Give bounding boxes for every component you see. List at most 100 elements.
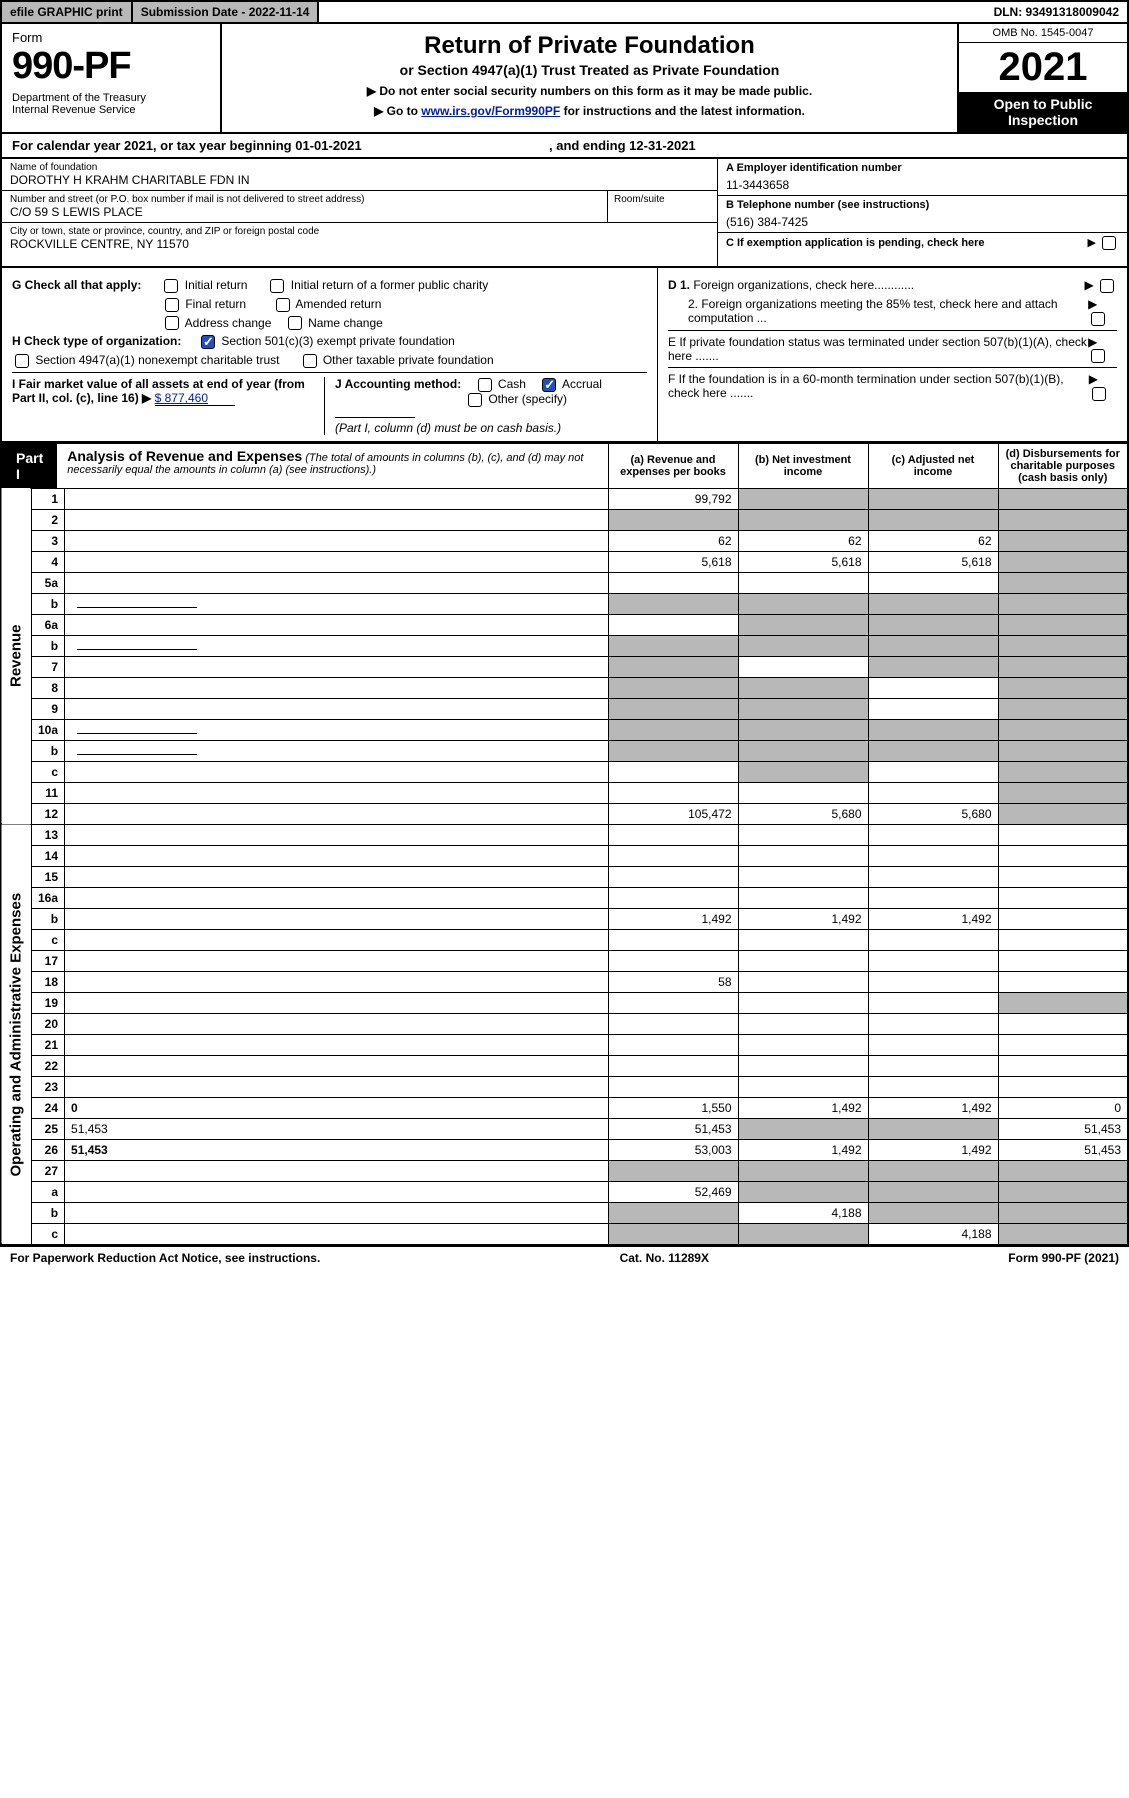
cal-mid: , and ending bbox=[549, 138, 629, 153]
value-cell-d bbox=[998, 1160, 1128, 1181]
j-other-checkbox[interactable] bbox=[468, 393, 482, 407]
efile-button[interactable]: efile GRAPHIC print bbox=[2, 2, 133, 22]
g-initial-former-checkbox[interactable] bbox=[270, 279, 284, 293]
row-description bbox=[65, 1160, 608, 1181]
footer-right: Form 990-PF (2021) bbox=[1008, 1251, 1119, 1265]
row-description bbox=[65, 1055, 608, 1076]
footer-left: For Paperwork Reduction Act Notice, see … bbox=[10, 1251, 320, 1265]
part1-header-row: Part I Analysis of Revenue and Expenses … bbox=[1, 443, 1128, 488]
table-row: 10a bbox=[1, 719, 1128, 740]
value-cell-a: 53,003 bbox=[608, 1139, 738, 1160]
value-cell-b bbox=[738, 845, 868, 866]
value-cell-c: 4,188 bbox=[868, 1223, 998, 1245]
value-cell-d bbox=[998, 1055, 1128, 1076]
part1-title: Analysis of Revenue and Expenses bbox=[67, 448, 302, 464]
value-cell-c bbox=[868, 509, 998, 530]
j-accrual-checkbox[interactable] bbox=[542, 378, 556, 392]
phone-cell: B Telephone number (see instructions) (5… bbox=[718, 196, 1127, 233]
j-label: J Accounting method: bbox=[335, 377, 461, 391]
value-cell-a bbox=[608, 866, 738, 887]
value-cell-b bbox=[738, 971, 868, 992]
g-label: G Check all that apply: bbox=[12, 278, 141, 292]
value-cell-c bbox=[868, 1076, 998, 1097]
row-number: 10a bbox=[32, 719, 65, 740]
g-initial-checkbox[interactable] bbox=[164, 279, 178, 293]
value-cell-c bbox=[868, 593, 998, 614]
d1-checkbox[interactable] bbox=[1100, 279, 1114, 293]
g-address-checkbox[interactable] bbox=[165, 316, 179, 330]
value-cell-b bbox=[738, 677, 868, 698]
j-cash: Cash bbox=[498, 377, 526, 391]
row-number: 20 bbox=[32, 1013, 65, 1034]
row-number: a bbox=[32, 1181, 65, 1202]
row-description bbox=[65, 635, 608, 656]
dept-treasury: Department of the Treasury Internal Reve… bbox=[12, 92, 210, 116]
value-cell-a bbox=[608, 1160, 738, 1181]
d2-checkbox[interactable] bbox=[1091, 312, 1105, 326]
j-cash-checkbox[interactable] bbox=[478, 378, 492, 392]
row-description: 51,453 bbox=[65, 1139, 608, 1160]
value-cell-b: 1,492 bbox=[738, 1139, 868, 1160]
row-description bbox=[65, 845, 608, 866]
value-cell-b bbox=[738, 698, 868, 719]
value-cell-a: 58 bbox=[608, 971, 738, 992]
row-number: 8 bbox=[32, 677, 65, 698]
value-cell-c bbox=[868, 1118, 998, 1139]
e-checkbox[interactable] bbox=[1091, 349, 1105, 363]
value-cell-c bbox=[868, 740, 998, 761]
value-cell-b: 5,618 bbox=[738, 551, 868, 572]
g-amended-checkbox[interactable] bbox=[276, 298, 290, 312]
value-cell-b bbox=[738, 614, 868, 635]
value-cell-d bbox=[998, 593, 1128, 614]
h-row: H Check type of organization: Section 50… bbox=[12, 334, 647, 349]
row-description bbox=[65, 1013, 608, 1034]
f-checkbox[interactable] bbox=[1092, 387, 1106, 401]
footer-mid: Cat. No. 11289X bbox=[620, 1251, 709, 1265]
value-cell-c bbox=[868, 1034, 998, 1055]
row-description bbox=[65, 488, 608, 509]
table-row: 7 bbox=[1, 656, 1128, 677]
value-cell-a bbox=[608, 1223, 738, 1245]
h-opt-1: Section 501(c)(3) exempt private foundat… bbox=[221, 334, 454, 348]
value-cell-d bbox=[998, 761, 1128, 782]
d1-row: D 1. Foreign organizations, check here..… bbox=[668, 278, 1117, 293]
part1-header-cell: Part I Analysis of Revenue and Expenses … bbox=[1, 443, 608, 488]
row-number: 21 bbox=[32, 1034, 65, 1055]
row-number: 13 bbox=[32, 824, 65, 845]
h-other-checkbox[interactable] bbox=[303, 354, 317, 368]
value-cell-a: 62 bbox=[608, 530, 738, 551]
value-cell-d bbox=[998, 782, 1128, 803]
h-4947-checkbox[interactable] bbox=[15, 354, 29, 368]
instr-2-pre: ▶ Go to bbox=[374, 104, 421, 118]
table-row: 19 bbox=[1, 992, 1128, 1013]
table-row: b bbox=[1, 740, 1128, 761]
row-number: 25 bbox=[32, 1118, 65, 1139]
e-text: E If private foundation status was termi… bbox=[668, 335, 1088, 364]
g-name-checkbox[interactable] bbox=[288, 316, 302, 330]
row-number: 14 bbox=[32, 845, 65, 866]
value-cell-c: 5,618 bbox=[868, 551, 998, 572]
part1-label: Part I bbox=[2, 444, 57, 488]
expenses-side-label: Operating and Administrative Expenses bbox=[1, 824, 32, 1245]
value-cell-a bbox=[608, 1055, 738, 1076]
value-cell-b bbox=[738, 593, 868, 614]
value-cell-b bbox=[738, 782, 868, 803]
i-value-link[interactable]: $ 877,460 bbox=[155, 391, 235, 406]
h-row-2: Section 4947(a)(1) nonexempt charitable … bbox=[12, 353, 647, 368]
table-row: Revenue199,792 bbox=[1, 488, 1128, 509]
value-cell-c bbox=[868, 719, 998, 740]
c-checkbox[interactable] bbox=[1102, 236, 1116, 250]
irs-link[interactable]: www.irs.gov/Form990PF bbox=[421, 104, 560, 118]
g-final-checkbox[interactable] bbox=[165, 298, 179, 312]
value-cell-c bbox=[868, 887, 998, 908]
c-arrow-checkbox: ▶ bbox=[1087, 236, 1119, 250]
h-501c3-checkbox[interactable] bbox=[201, 335, 215, 349]
row-description bbox=[65, 698, 608, 719]
value-cell-c bbox=[868, 761, 998, 782]
value-cell-b: 62 bbox=[738, 530, 868, 551]
value-cell-b bbox=[738, 488, 868, 509]
row-number: 17 bbox=[32, 950, 65, 971]
row-number: b bbox=[32, 908, 65, 929]
phone-label: B Telephone number (see instructions) bbox=[726, 199, 1119, 211]
open-public: Open to Public Inspection bbox=[959, 92, 1127, 132]
